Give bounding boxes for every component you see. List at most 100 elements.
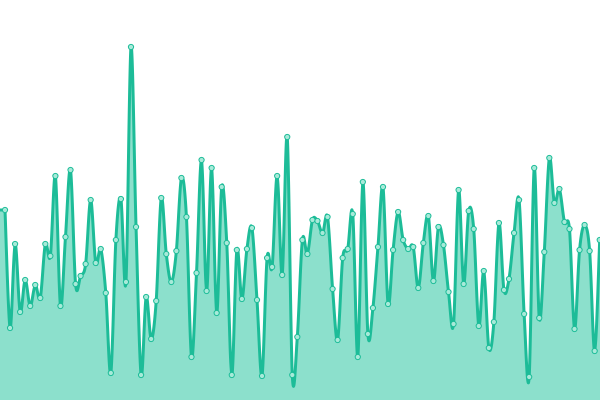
point <box>198 156 205 164</box>
point <box>32 281 39 289</box>
point <box>435 223 442 231</box>
point <box>117 195 125 203</box>
point <box>183 213 190 221</box>
point <box>238 295 245 303</box>
point <box>591 347 598 355</box>
point <box>344 245 351 253</box>
point <box>6 324 14 332</box>
point <box>294 333 301 341</box>
point <box>541 248 548 256</box>
point <box>173 247 180 255</box>
point <box>369 304 377 312</box>
point <box>480 267 487 275</box>
point <box>581 221 588 229</box>
point <box>586 247 593 255</box>
point <box>389 246 397 254</box>
point <box>405 245 412 253</box>
point <box>455 186 462 194</box>
point <box>107 369 114 377</box>
point <box>460 280 467 288</box>
point <box>122 278 130 286</box>
point <box>67 166 74 174</box>
point <box>203 287 210 295</box>
point <box>536 314 543 322</box>
point <box>475 322 482 330</box>
point <box>148 335 155 343</box>
point <box>137 371 145 379</box>
point <box>465 207 472 215</box>
point <box>495 219 503 227</box>
point <box>27 302 34 310</box>
point <box>42 240 49 248</box>
point <box>132 223 140 231</box>
point <box>561 218 568 226</box>
point <box>127 43 135 51</box>
point <box>168 278 175 286</box>
point <box>57 302 64 310</box>
point <box>359 178 366 186</box>
point <box>213 309 220 317</box>
point <box>505 275 513 283</box>
point <box>354 353 361 361</box>
point <box>193 269 200 277</box>
point <box>329 285 336 293</box>
point <box>97 245 104 253</box>
point <box>158 194 165 202</box>
point <box>374 243 382 251</box>
point <box>163 250 170 258</box>
point <box>510 229 518 237</box>
point <box>521 310 528 318</box>
point <box>440 241 447 249</box>
point <box>395 208 402 216</box>
point <box>490 318 497 326</box>
point <box>400 236 407 244</box>
point <box>526 373 533 381</box>
point <box>1 206 9 214</box>
point <box>258 372 266 380</box>
point <box>349 210 356 218</box>
point <box>223 239 230 247</box>
point <box>470 225 477 233</box>
point <box>228 371 235 379</box>
point <box>425 212 432 220</box>
point <box>284 133 291 141</box>
point <box>143 293 150 301</box>
point <box>309 216 316 224</box>
point <box>82 260 89 268</box>
point <box>334 336 341 344</box>
point <box>253 296 261 304</box>
point <box>72 280 79 288</box>
point <box>218 183 225 191</box>
point <box>324 213 331 221</box>
point <box>153 297 160 305</box>
point <box>263 254 271 262</box>
point <box>87 196 94 204</box>
point <box>243 245 251 253</box>
point <box>289 371 296 379</box>
point <box>208 164 215 172</box>
point <box>364 330 371 338</box>
point <box>515 196 523 204</box>
point <box>571 325 578 333</box>
point <box>248 224 256 232</box>
point <box>384 300 392 308</box>
point <box>430 277 437 285</box>
point <box>22 276 29 284</box>
point <box>485 344 492 352</box>
point <box>551 199 558 207</box>
point <box>178 174 185 182</box>
point <box>37 294 44 302</box>
point <box>17 308 24 316</box>
point <box>500 286 508 294</box>
point <box>415 284 422 292</box>
point <box>450 320 457 328</box>
point <box>304 250 311 258</box>
point <box>112 236 119 244</box>
point <box>11 240 19 248</box>
point <box>102 289 109 297</box>
point <box>445 288 452 296</box>
point <box>379 183 387 191</box>
area <box>0 46 600 400</box>
point <box>531 164 538 172</box>
